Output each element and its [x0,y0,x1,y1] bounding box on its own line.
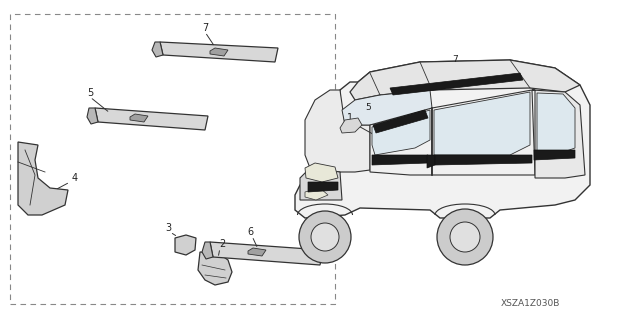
Text: 8: 8 [557,138,563,147]
Polygon shape [370,108,432,175]
Text: 7: 7 [202,23,208,33]
Text: 2: 2 [317,170,323,180]
Polygon shape [130,114,148,122]
Polygon shape [210,48,228,56]
Polygon shape [373,110,428,133]
Polygon shape [434,92,530,155]
Text: 3: 3 [165,223,171,233]
Bar [10,14,335,304]
Polygon shape [152,42,163,57]
Polygon shape [342,90,432,125]
Text: 3: 3 [442,144,448,152]
Polygon shape [202,242,213,259]
Text: 2: 2 [219,239,225,249]
Polygon shape [537,93,575,155]
Polygon shape [210,242,323,265]
Circle shape [450,222,480,252]
Text: 8: 8 [382,143,388,153]
Polygon shape [18,142,68,215]
Polygon shape [327,160,338,177]
Polygon shape [372,155,428,165]
Circle shape [437,209,493,265]
Circle shape [311,223,339,251]
Text: 4: 4 [402,144,408,152]
Polygon shape [248,248,266,256]
Polygon shape [198,252,232,285]
Text: 4: 4 [72,173,78,183]
Polygon shape [432,90,535,175]
Text: XSZA1Z030B: XSZA1Z030B [500,299,560,308]
Text: 5: 5 [365,103,371,113]
Text: 7: 7 [452,56,458,64]
Polygon shape [95,108,208,130]
Polygon shape [305,163,338,182]
Polygon shape [534,150,575,160]
Polygon shape [532,90,585,178]
Polygon shape [300,168,342,200]
Polygon shape [160,42,278,62]
Circle shape [299,211,351,263]
Text: 6: 6 [247,227,253,237]
Polygon shape [372,110,430,155]
Polygon shape [340,118,362,133]
Text: 1: 1 [347,113,353,123]
Polygon shape [305,90,370,172]
Polygon shape [335,160,458,183]
Polygon shape [435,155,532,165]
Text: 5: 5 [87,88,93,98]
Polygon shape [308,182,338,192]
Polygon shape [350,60,580,100]
Polygon shape [370,166,388,174]
Polygon shape [427,155,435,168]
Polygon shape [305,188,328,200]
Polygon shape [87,108,98,124]
Polygon shape [295,60,590,218]
Text: 6: 6 [487,144,493,152]
Polygon shape [390,73,523,95]
Polygon shape [175,235,196,255]
